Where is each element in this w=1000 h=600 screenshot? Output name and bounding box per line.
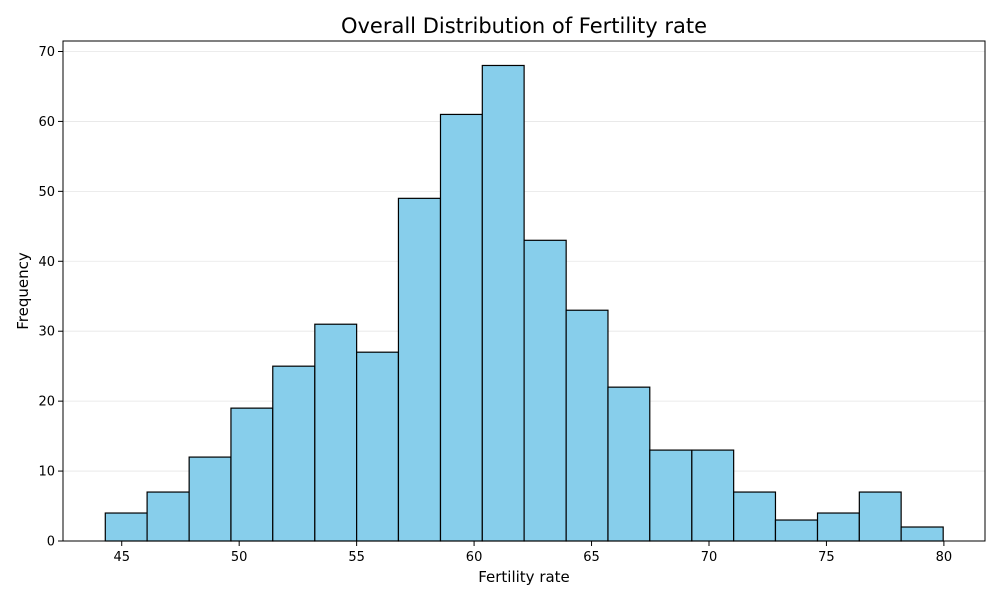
y-tick-label-6: 60 — [38, 115, 55, 130]
histogram-bar-7 — [397, 197, 442, 542]
chart-title: Overall Distribution of Fertility rate — [341, 14, 707, 38]
x-tick-label-3: 60 — [466, 550, 483, 565]
x-tick-label-7: 80 — [936, 550, 953, 565]
y-tick-label-5: 50 — [38, 185, 55, 200]
histogram-bar-14 — [691, 449, 735, 542]
plot-area-frame — [62, 40, 986, 542]
y-axis-label: Frequency — [14, 252, 32, 330]
histogram-bar-19 — [900, 526, 944, 542]
y-tick-label-7: 70 — [38, 45, 55, 60]
histogram-bar-11 — [565, 309, 609, 542]
y-tick-label-0: 0 — [47, 535, 55, 550]
histogram-bar-17 — [816, 512, 860, 542]
histogram-bar-2 — [188, 456, 232, 542]
x-tick-label-6: 75 — [818, 550, 835, 565]
histogram-bar-16 — [774, 519, 819, 542]
x-tick-label-2: 55 — [348, 550, 365, 565]
histogram-bar-15 — [733, 491, 777, 542]
x-tick-label-1: 50 — [231, 550, 248, 565]
histogram-bar-6 — [356, 351, 400, 542]
histogram-bar-13 — [649, 449, 693, 542]
histogram-bar-0 — [104, 512, 148, 542]
bars-layer — [104, 64, 944, 542]
histogram-bar-4 — [272, 365, 316, 542]
y-tick-label-1: 10 — [38, 465, 55, 480]
y-axis-ticks: 0 10 20 30 40 50 60 70 — [38, 45, 63, 550]
histogram-bar-8 — [439, 113, 483, 542]
histogram-bar-10 — [523, 239, 567, 542]
y-tick-label-3: 30 — [38, 325, 55, 340]
x-axis-ticks: 45 50 55 60 65 70 75 80 — [113, 541, 952, 565]
histogram-bar-5 — [314, 323, 358, 542]
x-tick-label-0: 45 — [113, 550, 130, 565]
histogram-bar-9 — [481, 64, 525, 542]
y-tick-label-4: 40 — [38, 255, 55, 270]
x-tick-label-5: 70 — [701, 550, 718, 565]
histogram-bar-12 — [607, 386, 651, 542]
x-tick-label-4: 65 — [583, 550, 600, 565]
y-tick-label-2: 20 — [38, 395, 55, 410]
histogram-bar-3 — [230, 407, 274, 542]
x-axis-label: Fertility rate — [478, 568, 570, 586]
histogram-bar-1 — [146, 491, 190, 542]
histogram-bar-18 — [858, 491, 902, 542]
